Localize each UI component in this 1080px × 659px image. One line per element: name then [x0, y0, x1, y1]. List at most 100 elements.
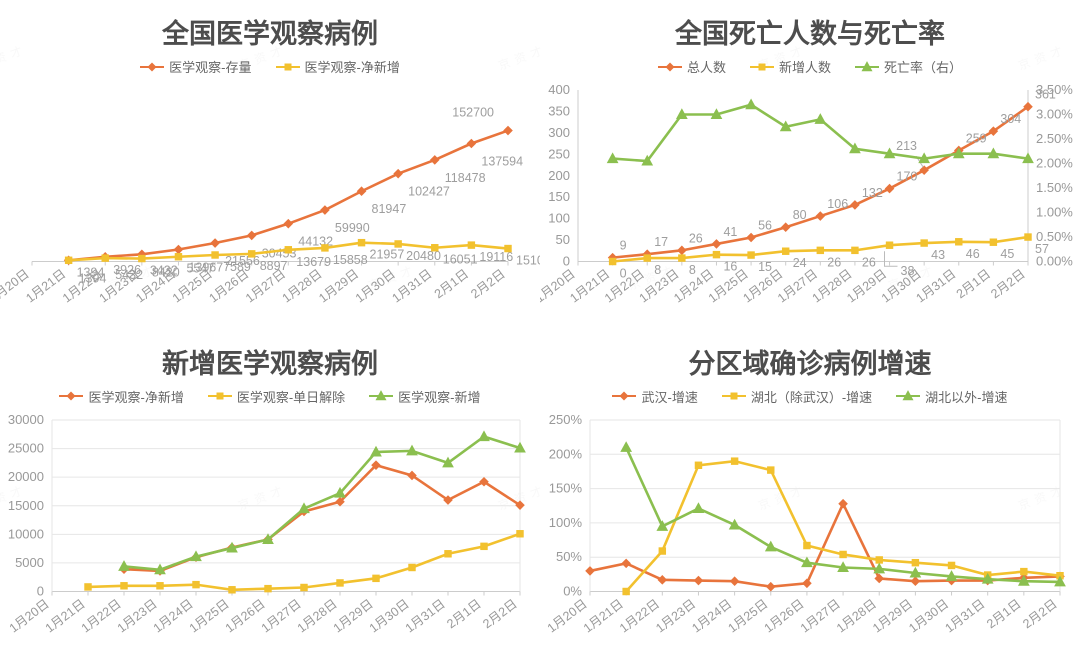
svg-text:1月20日: 1月20日: [545, 596, 590, 635]
svg-text:1.00%: 1.00%: [1036, 205, 1073, 220]
svg-text:10000: 10000: [8, 526, 44, 541]
svg-text:1月31日: 1月31日: [942, 596, 987, 635]
svg-text:106: 106: [827, 197, 848, 211]
svg-text:1月25日: 1月25日: [187, 596, 232, 635]
svg-text:1月21日: 1月21日: [581, 596, 626, 635]
svg-text:1月23日: 1月23日: [653, 596, 698, 635]
svg-text:15858: 15858: [333, 253, 368, 267]
svg-text:2月1日: 2月1日: [432, 267, 471, 302]
svg-text:30000: 30000: [8, 412, 44, 427]
svg-text:17: 17: [654, 235, 668, 249]
svg-text:1月29日: 1月29日: [331, 596, 376, 635]
svg-text:2.00%: 2.00%: [1036, 156, 1073, 171]
svg-text:250%: 250%: [549, 412, 583, 427]
svg-text:1月21日: 1月21日: [43, 596, 88, 635]
svg-text:1月30日: 1月30日: [353, 267, 398, 306]
svg-text:100: 100: [548, 211, 570, 226]
svg-text:26: 26: [862, 255, 876, 269]
svg-text:1月26日: 1月26日: [762, 596, 807, 635]
svg-text:300: 300: [548, 125, 570, 140]
svg-text:200%: 200%: [549, 446, 583, 461]
svg-text:41: 41: [723, 225, 737, 239]
svg-text:1月30日: 1月30日: [906, 596, 951, 635]
svg-text:1月20日: 1月20日: [7, 596, 52, 635]
svg-text:2月1日: 2月1日: [954, 267, 993, 302]
svg-text:1月23日: 1月23日: [115, 596, 160, 635]
svg-text:200: 200: [548, 168, 570, 183]
svg-text:2月2日: 2月2日: [468, 267, 507, 302]
svg-text:1月27日: 1月27日: [259, 596, 304, 635]
svg-text:5000: 5000: [15, 554, 44, 569]
svg-text:7589: 7589: [223, 260, 251, 274]
svg-text:43: 43: [931, 248, 945, 262]
svg-text:8: 8: [654, 263, 661, 277]
svg-text:102427: 102427: [408, 185, 450, 199]
svg-text:100%: 100%: [549, 514, 583, 529]
svg-text:1月24日: 1月24日: [689, 596, 734, 635]
svg-text:15000: 15000: [8, 497, 44, 512]
svg-text:8897: 8897: [260, 259, 288, 273]
svg-text:170: 170: [897, 170, 918, 184]
svg-text:1月22日: 1月22日: [617, 596, 662, 635]
svg-text:0: 0: [620, 267, 627, 281]
svg-text:15: 15: [758, 260, 772, 274]
svg-text:1月28日: 1月28日: [834, 596, 879, 635]
svg-text:361: 361: [1035, 88, 1056, 102]
svg-text:132: 132: [862, 186, 883, 200]
svg-text:16051: 16051: [443, 253, 478, 267]
svg-text:400: 400: [548, 82, 570, 97]
svg-text:50%: 50%: [556, 549, 582, 564]
svg-text:150: 150: [548, 189, 570, 204]
svg-text:13679: 13679: [296, 255, 331, 269]
svg-text:1月25日: 1月25日: [726, 596, 771, 635]
svg-text:2月2日: 2月2日: [480, 596, 519, 631]
svg-text:118478: 118478: [445, 171, 486, 185]
svg-text:2.50%: 2.50%: [1036, 131, 1073, 146]
svg-text:1394: 1394: [77, 265, 105, 279]
svg-text:1月21日: 1月21日: [23, 267, 68, 306]
svg-text:1月24日: 1月24日: [151, 596, 196, 635]
svg-text:56: 56: [758, 218, 772, 232]
svg-text:152700: 152700: [452, 106, 494, 120]
svg-text:213: 213: [896, 139, 917, 153]
svg-text:0%: 0%: [563, 583, 582, 598]
svg-text:3.00%: 3.00%: [1036, 107, 1073, 122]
svg-text:2月1日: 2月1日: [984, 596, 1023, 631]
svg-text:26: 26: [689, 231, 703, 245]
svg-text:1.50%: 1.50%: [1036, 180, 1073, 195]
svg-text:5547: 5547: [186, 262, 214, 276]
svg-text:2月2日: 2月2日: [1020, 596, 1059, 631]
svg-text:1月31日: 1月31日: [914, 267, 959, 306]
svg-text:259: 259: [966, 131, 987, 145]
svg-text:2月1日: 2月1日: [444, 596, 483, 631]
svg-text:350: 350: [548, 103, 570, 118]
svg-text:1月31日: 1月31日: [403, 596, 448, 635]
svg-text:16: 16: [723, 260, 737, 274]
svg-text:9: 9: [620, 239, 627, 253]
svg-text:1月27日: 1月27日: [798, 596, 843, 635]
svg-text:1月30日: 1月30日: [367, 596, 412, 635]
svg-text:46: 46: [966, 247, 980, 261]
svg-text:50: 50: [556, 232, 570, 247]
svg-text:45: 45: [1000, 247, 1014, 261]
svg-text:26: 26: [827, 255, 841, 269]
svg-text:59990: 59990: [335, 221, 370, 235]
svg-text:1月31日: 1月31日: [390, 267, 435, 306]
svg-text:1月29日: 1月29日: [870, 596, 915, 635]
svg-text:3926: 3926: [113, 263, 141, 277]
svg-text:20000: 20000: [8, 469, 44, 484]
svg-text:80: 80: [793, 208, 807, 222]
svg-text:57: 57: [1035, 242, 1049, 256]
svg-text:15106: 15106: [516, 254, 540, 268]
svg-text:150%: 150%: [549, 480, 583, 495]
svg-text:1月29日: 1月29日: [316, 267, 361, 306]
svg-text:2月2日: 2月2日: [988, 267, 1027, 302]
svg-text:250: 250: [548, 146, 570, 161]
svg-text:137594: 137594: [481, 155, 523, 169]
svg-text:21957: 21957: [370, 248, 405, 262]
svg-text:1月26日: 1月26日: [223, 596, 268, 635]
svg-text:1月22日: 1月22日: [79, 596, 124, 635]
svg-text:8: 8: [689, 263, 696, 277]
svg-text:24: 24: [793, 256, 807, 270]
svg-text:1月28日: 1月28日: [295, 596, 340, 635]
